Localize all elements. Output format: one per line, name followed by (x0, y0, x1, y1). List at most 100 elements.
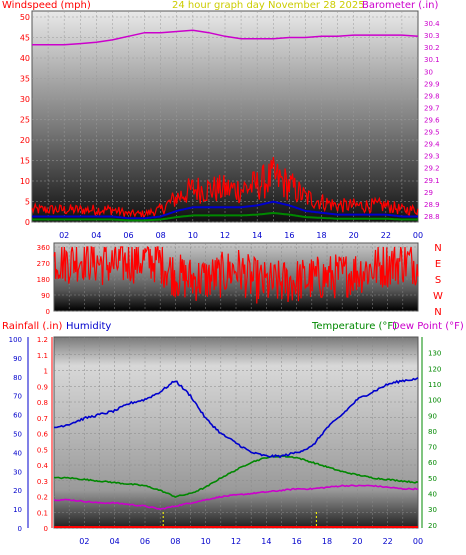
barometer-tick-label: 29.6 (424, 117, 440, 125)
compass-label: N (434, 307, 441, 318)
barometer-axis-label: Barometer (.in) (362, 0, 439, 11)
direction-tick-label: 360 (37, 244, 50, 252)
compass-label: W (433, 291, 443, 302)
temperature-tick-label: 120 (428, 365, 441, 373)
temperature-axis-label: Temperature (°F) (312, 321, 398, 332)
tick-labels: 0510152025303540455028.828.92929.129.229… (9, 13, 443, 546)
humidity-tick-label: 0 (18, 525, 22, 533)
x-tick-label: 12 (220, 231, 230, 240)
direction-tick-label: 90 (41, 292, 50, 300)
humidity-line (54, 377, 419, 459)
rain-tick-label: 0.1 (37, 509, 48, 517)
dewpoint-line (53, 484, 419, 511)
barometer-tick-label: 30 (424, 68, 433, 76)
x-tick-label: 16 (292, 537, 302, 546)
humidity-axis-label: Humidity (66, 321, 112, 332)
temperature-tick-label: 60 (428, 459, 437, 467)
rain-tick-label: 0.9 (37, 383, 48, 391)
rain-tick-label: 0.4 (37, 462, 49, 470)
temperature-tick-label: 90 (428, 412, 437, 420)
direction-tick-label: 270 (37, 260, 50, 268)
barometer-tick-label: 30.4 (424, 20, 440, 28)
x-tick-label: 18 (322, 537, 332, 546)
compass-label: S (435, 275, 441, 286)
wind-tick-label: 0 (25, 218, 30, 227)
rain-tick-label: 0.5 (37, 446, 48, 454)
wind-low-line (32, 211, 418, 222)
barometer-tick-label: 29.5 (424, 129, 440, 137)
wind-tick-label: 10 (20, 177, 30, 186)
temperature-tick-label: 110 (428, 381, 441, 389)
x-tick-label: 22 (383, 537, 393, 546)
x-tick-label: 10 (201, 537, 211, 546)
barometer-tick-label: 28.9 (424, 201, 440, 209)
humidity-tick-label: 50 (13, 431, 22, 439)
rain-tick-label: 0.8 (37, 399, 48, 407)
direction-tick-label: 180 (37, 276, 50, 284)
x-tick-label: 06 (140, 537, 150, 546)
barometer-tick-label: 30.2 (424, 44, 440, 52)
rain-tick-label: 0.6 (37, 431, 49, 439)
x-tick-label: 14 (252, 231, 262, 240)
barometer-tick-label: 30.1 (424, 56, 440, 64)
humidity-tick-label: 70 (13, 393, 22, 401)
x-tick-label: 06 (123, 231, 133, 240)
barometer-tick-label: 30.3 (424, 32, 440, 40)
dewpoint-axis-label: Dew Point (°F) (392, 321, 464, 332)
barometer-tick-label: 29.2 (424, 165, 440, 173)
chart-title: 24 hour graph day November 28 2025 (172, 0, 365, 11)
barometer-tick-label: 29.1 (424, 177, 440, 185)
wind-tick-label: 5 (25, 198, 30, 207)
rain-tick-label: 0.7 (37, 415, 48, 423)
humidity-tick-label: 100 (9, 336, 22, 344)
wind-tick-label: 50 (20, 13, 30, 22)
barometer-tick-label: 29.3 (424, 153, 440, 161)
temperature-tick-label: 30 (428, 506, 437, 514)
rain-tick-label: 0 (44, 525, 48, 533)
humidity-tick-label: 80 (13, 374, 22, 382)
humidity-tick-label: 60 (13, 412, 22, 420)
x-tick-label: 14 (261, 537, 271, 546)
wind-tick-label: 35 (20, 75, 30, 84)
humidity-tick-label: 40 (13, 449, 22, 457)
x-tick-label: 22 (381, 231, 391, 240)
temperature-tick-label: 80 (428, 428, 437, 436)
rain-tick-label: 0.2 (37, 494, 48, 502)
temperature-line (53, 454, 419, 498)
humidity-tick-label: 20 (13, 487, 22, 495)
x-tick-label: 02 (59, 231, 69, 240)
x-tick-label: 08 (170, 537, 180, 546)
x-tick-label: 04 (110, 537, 120, 546)
x-tick-label: 00 (413, 231, 423, 240)
windspeed-line (31, 156, 419, 219)
temperature-tick-label: 130 (428, 350, 441, 358)
rain-tick-label: 1.2 (37, 336, 48, 344)
barometer-line (32, 29, 419, 46)
windspeed-axis-label: Windspeed (mph) (2, 0, 91, 11)
compass-label: N (434, 243, 441, 254)
x-tick-label: 00 (413, 537, 423, 546)
wind-tick-label: 45 (20, 34, 30, 43)
barometer-tick-label: 28.8 (424, 213, 440, 221)
barometer-tick-label: 29.8 (424, 92, 440, 100)
temperature-tick-label: 20 (428, 522, 437, 530)
x-tick-label: 10 (188, 231, 198, 240)
x-tick-label: 16 (284, 231, 294, 240)
temperature-tick-label: 100 (428, 397, 441, 405)
rain-tick-label: 1.1 (37, 352, 48, 360)
wind-average-line (32, 200, 418, 220)
x-tick-label: 18 (316, 231, 326, 240)
wind-tick-label: 30 (20, 95, 30, 104)
barometer-tick-label: 29 (424, 189, 433, 197)
temperature-tick-label: 70 (428, 444, 437, 452)
barometer-tick-label: 29.9 (424, 80, 440, 88)
temperature-tick-label: 50 (428, 475, 437, 483)
wind-tick-label: 40 (20, 54, 30, 63)
compass-label: E (435, 259, 441, 270)
x-tick-label: 08 (156, 231, 166, 240)
humidity-tick-label: 90 (13, 355, 22, 363)
rain-tick-label: 0.3 (37, 478, 48, 486)
x-tick-label: 12 (231, 537, 241, 546)
wind-direction-line (53, 245, 419, 304)
